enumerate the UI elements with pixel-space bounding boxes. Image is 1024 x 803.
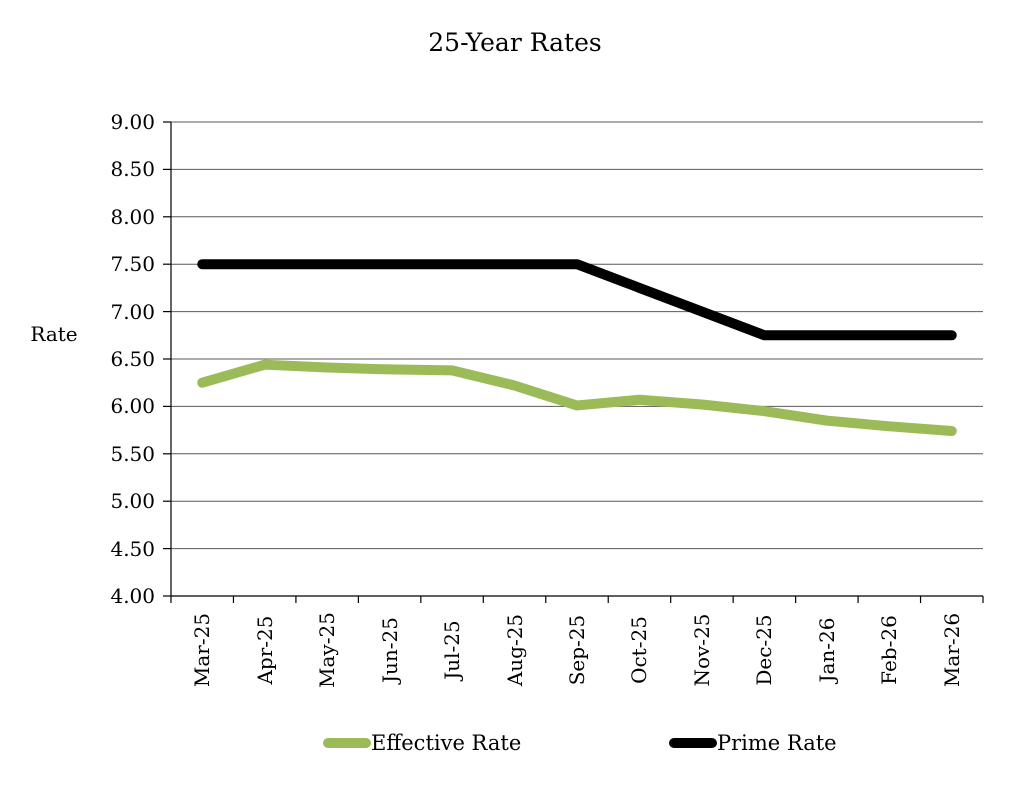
x-tick-label: Jun-25	[377, 617, 402, 683]
x-tick-label: Apr-25	[252, 615, 277, 685]
prime-rate-line	[197, 259, 957, 341]
effective-rate-line	[197, 359, 957, 437]
x-tick-label: Feb-26	[877, 615, 902, 685]
y-axis-title: Rate	[30, 322, 78, 346]
y-tick-label: 6.50	[110, 347, 155, 371]
y-tick-label: 7.00	[110, 299, 155, 324]
x-tick-label: Nov-25	[689, 613, 714, 687]
y-tick-label: 8.00	[110, 204, 155, 229]
x-tick-label: Sep-25	[565, 614, 589, 686]
y-tick-label: 4.00	[110, 584, 155, 608]
y-tick-label: 4.50	[110, 536, 155, 561]
x-tick-label: Dec-25	[752, 614, 777, 686]
y-tick-label: 9.00	[110, 110, 155, 134]
x-tick-label: May-25	[315, 612, 340, 688]
x-tick-label: Mar-26	[939, 612, 964, 688]
y-tick-label: 7.50	[110, 252, 155, 277]
x-tick-label: Jan-26	[814, 617, 839, 683]
y-tick-label: 5.00	[110, 489, 155, 514]
y-tick-label: 6.00	[110, 394, 155, 419]
y-tick-label: 8.50	[110, 157, 155, 182]
x-tick-label: Oct-25	[627, 616, 652, 684]
y-tick-label: 5.50	[110, 441, 155, 466]
x-tick-label: Jul-25	[440, 620, 465, 680]
x-tick-label: Mar-25	[190, 612, 215, 688]
chart-title: 25-Year Rates	[428, 28, 602, 57]
x-tick-label: Aug-25	[502, 613, 527, 687]
